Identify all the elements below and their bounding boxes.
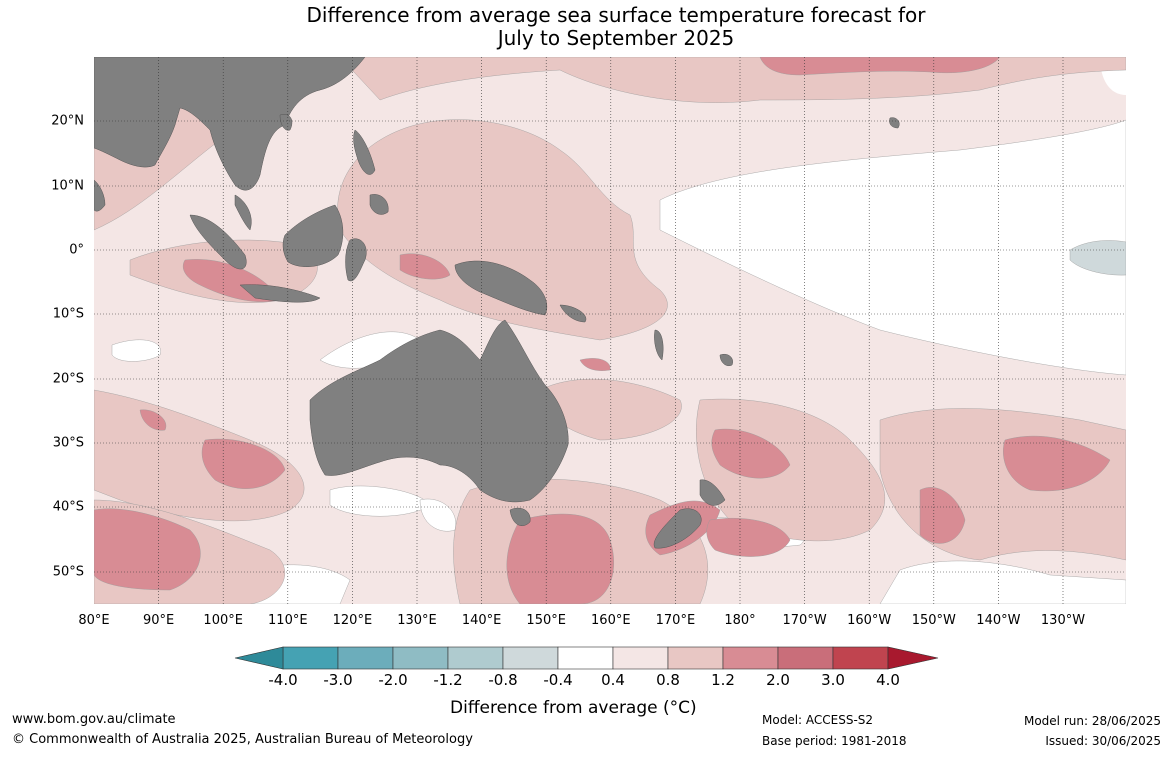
warm-region-sw-indian [94,508,201,591]
colorbar-tick-label: -1.2 [433,671,463,689]
colorbar-segment [832,646,889,670]
colorbar-over-arrow [887,646,939,670]
map-field [94,57,1126,604]
warm-region-south-nz [706,518,791,557]
footer-base-period: Base period: 1981-2018 [762,734,907,748]
latitude-label: 50°S [52,564,84,580]
longitude-label: 160°W [847,613,892,628]
longitude-label: 100°E [203,613,243,628]
colorbar-segment [337,646,394,670]
colorbar-tick-label: 0.4 [601,671,625,689]
borneo [282,204,344,267]
colorbar-tick-label: -3.0 [323,671,353,689]
land [94,57,900,549]
colorbar-tick-label: 1.2 [711,671,735,689]
colorbar-segment [722,646,779,670]
latitude-label: 20°N [51,113,84,129]
title-line-2: July to September 2025 [497,26,735,50]
longitude-label: 130°E [397,613,437,628]
warm-region-banda [399,253,451,280]
africa-horn [94,179,106,212]
longitude-label: 170°E [655,613,696,628]
hainan [279,114,293,131]
colorbar-segment [447,646,504,670]
colorbar-tick-label: 0.8 [656,671,680,689]
anomaly-region-west-pacific [337,119,668,341]
longitude-label: 150°E [526,613,566,628]
new-zealand-north [699,479,726,506]
colorbar-tick-label: -0.4 [543,671,573,689]
colorbar-tick-label: 4.0 [876,671,900,689]
footer-copyright: © Commonwealth of Australia 2025, Austra… [12,732,473,747]
warm-region-tasman-south [506,513,614,604]
latitude-label: 40°S [52,499,84,515]
colorbar [234,646,939,670]
colorbar-segment [777,646,834,670]
longitude-label: 130°W [1040,613,1086,628]
colorbar-under-arrow [234,646,284,670]
footer-model-run: Model run: 28/06/2025 [1023,714,1161,728]
cool-region-east-pacific [1069,240,1126,276]
longitude-label: 160°E [591,613,631,628]
longitude-label: 120°E [332,613,373,628]
latitude-label: 10°S [52,306,84,322]
colorbar-tick-label: -0.8 [488,671,518,689]
longitude-label: 80°E [78,613,110,628]
warm-region-south-indian [201,438,286,489]
longitude-label: 150°W [911,613,956,628]
footer-url[interactable]: www.bom.gov.au/climate [12,712,176,727]
warm-patch-2 [579,358,611,371]
vanuatu [654,329,664,361]
longitude-label: 170°W [782,613,827,628]
warm-region-se-pacific [1003,435,1111,492]
hawaii [889,117,900,129]
sumatra [189,214,247,270]
colorbar-tick-label: -4.0 [268,671,298,689]
fiji [719,354,733,366]
longitude-label: 140°E [461,613,502,628]
warm-patch-1 [139,409,167,431]
new-zealand-south [653,508,702,549]
longitude-label: 180° [724,613,756,628]
graticule [94,57,1126,604]
white-patch-1 [111,339,161,362]
longitude-label: 110°E [268,613,308,628]
white-region-pacific [659,119,1126,376]
latitude-label: 30°S [52,435,84,451]
colorbar-segment [282,646,339,670]
colorbar-tick-label: 3.0 [821,671,845,689]
java [239,284,321,303]
colorbar-segment [612,646,669,670]
latitude-label: 10°N [51,178,84,194]
footer-model: Model: ACCESS-S2 [762,713,874,727]
sulawesi [345,238,367,282]
tasmania [509,507,531,526]
title-line-1: Difference from average sea surface temp… [306,3,926,27]
colorbar-segment [667,646,724,670]
mindanao [369,194,389,215]
luzon [353,129,376,175]
footer-issued: Issued: 30/06/2025 [1045,734,1161,748]
warm-region-south-pacific [711,428,791,479]
warm-region-north-pacific [759,57,1001,76]
colorbar-segment [502,646,559,670]
new-guinea [454,260,548,316]
solomon-islands [559,304,587,323]
latitude-label: 20°S [52,371,84,387]
asia-mainland [94,57,366,191]
longitude-label: 140°W [976,613,1021,628]
latitude-label: 0° [69,242,84,258]
map-title: Difference from average sea surface temp… [0,4,1173,50]
colorbar-tick-label: 2.0 [766,671,790,689]
colorbar-segment [392,646,449,670]
colorbar-segment [557,646,614,670]
white-patch-5 [879,560,1126,604]
australia [309,319,569,503]
colorbar-title: Difference from average (°C) [450,698,697,718]
malay-peninsula [234,194,252,231]
longitude-label: 90°E [142,613,175,628]
warm-region-south-pacific-east [919,487,966,544]
colorbar-tick-label: -2.0 [378,671,408,689]
